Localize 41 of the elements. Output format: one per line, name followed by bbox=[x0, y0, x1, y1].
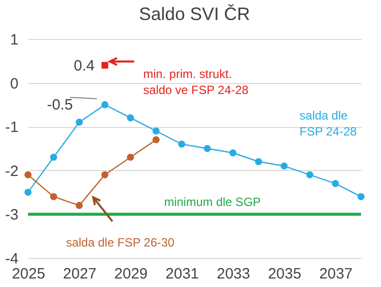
point bbox=[76, 202, 83, 209]
x-tick-label: 2035 bbox=[268, 266, 302, 282]
x-tick-label: 2027 bbox=[63, 266, 96, 282]
point bbox=[50, 193, 58, 200]
y-tick-label: 0 bbox=[10, 75, 18, 92]
text: salda dle FSP 26-30 bbox=[66, 236, 175, 250]
point bbox=[101, 101, 108, 108]
y-tick-label: -2 bbox=[5, 162, 18, 180]
y-tick-label: -1 bbox=[5, 119, 18, 136]
text: min. prim. strukt. saldo ve FSP 24-28 bbox=[143, 67, 249, 98]
point bbox=[306, 171, 314, 178]
y-tick-label: 1 bbox=[10, 32, 18, 48]
point bbox=[152, 127, 160, 135]
data-label: -0.5 bbox=[46, 96, 73, 114]
point bbox=[126, 114, 134, 122]
point bbox=[126, 154, 134, 161]
point bbox=[255, 158, 262, 166]
point bbox=[178, 140, 186, 148]
point bbox=[152, 136, 160, 144]
point bbox=[280, 162, 288, 170]
point bbox=[357, 193, 365, 200]
point bbox=[229, 149, 236, 156]
x-tick-label: 2029 bbox=[114, 266, 148, 282]
point bbox=[101, 62, 108, 69]
point bbox=[50, 154, 58, 161]
y-tick-label: -4 bbox=[5, 250, 18, 268]
y-tick-label: -3 bbox=[5, 206, 18, 224]
chart-title: Saldo SVI ČR bbox=[138, 4, 250, 24]
point bbox=[24, 171, 32, 178]
x-tick-label: 2037 bbox=[319, 266, 353, 282]
x-tick-label: 2033 bbox=[216, 266, 250, 282]
ref-line-label: minimum dle SGP bbox=[164, 195, 261, 210]
x-tick-label: 2025 bbox=[12, 266, 46, 282]
x-tick-label: 2031 bbox=[166, 266, 199, 282]
point bbox=[24, 188, 32, 196]
point bbox=[204, 144, 211, 152]
point bbox=[332, 180, 339, 188]
point bbox=[101, 171, 108, 178]
point bbox=[76, 118, 83, 126]
data-label: 0.4 bbox=[74, 57, 95, 74]
text: salda dle FSP 24-28 bbox=[300, 108, 357, 139]
